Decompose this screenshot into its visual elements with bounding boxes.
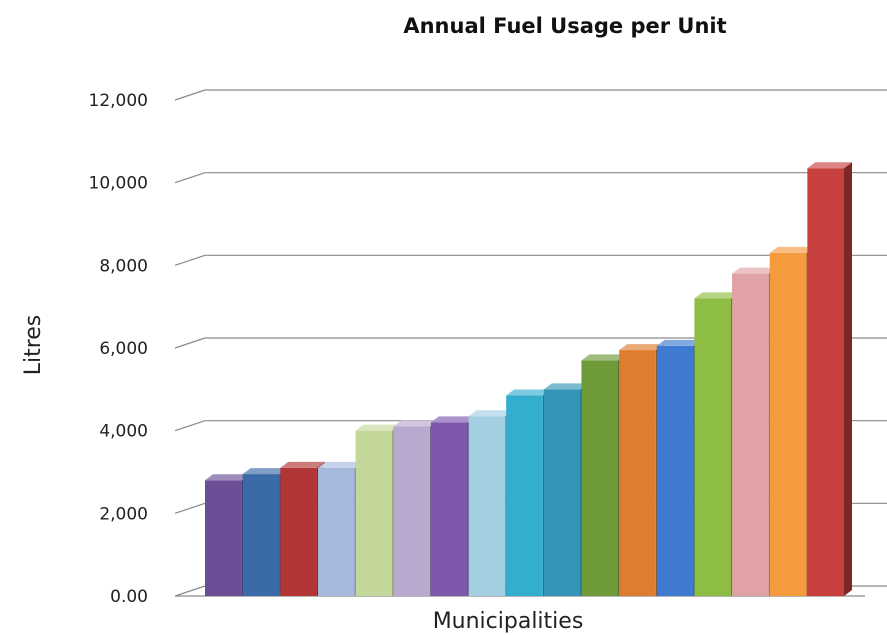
bar-top	[468, 410, 514, 417]
y-tick-label: 12,000	[89, 91, 148, 111]
bar-front	[393, 426, 430, 596]
bar-top	[280, 461, 325, 468]
bar-top	[694, 292, 740, 299]
bar-top	[619, 344, 664, 351]
bar-front	[506, 395, 543, 596]
y-tick-label: 0.00	[110, 587, 148, 607]
x-axis-label: Municipalities	[433, 609, 584, 634]
y-tick-label: 2,000	[99, 504, 148, 524]
bar-top	[242, 468, 288, 475]
y-tick-labels: 0.00 2,000 4,000 6,000 8,000 10,000 12,000	[89, 91, 148, 607]
bar-front	[769, 252, 807, 596]
bar-front	[581, 360, 619, 596]
bar-side	[844, 162, 852, 596]
bar-top	[506, 389, 551, 396]
y-tick-label: 6,000	[99, 339, 148, 359]
bar-top	[355, 424, 401, 431]
gridline-side	[174, 337, 206, 349]
bar-front	[732, 273, 769, 596]
bar-top	[317, 461, 363, 468]
bar-front	[543, 389, 581, 596]
gridline-side	[174, 172, 206, 184]
bar-front	[355, 430, 393, 596]
gridline-side	[174, 420, 206, 432]
gridline-side	[174, 585, 206, 597]
bar-top	[543, 383, 589, 390]
bar-top	[430, 416, 476, 423]
bars	[205, 162, 852, 596]
chart-title: Annual Fuel Usage per Unit	[403, 14, 726, 38]
y-tick-label: 8,000	[99, 256, 148, 276]
bar-front	[430, 422, 468, 596]
bar-top	[732, 267, 777, 274]
bar-front	[242, 474, 280, 596]
bar-front	[280, 467, 317, 596]
bar-front	[807, 168, 844, 596]
y-axis-label: Litres	[21, 315, 46, 376]
y-tick-label: 4,000	[99, 422, 148, 442]
bar-front	[317, 467, 355, 596]
bar-top	[807, 162, 852, 169]
bar-top	[393, 420, 438, 427]
bar-front	[656, 345, 694, 596]
bar-top	[581, 354, 627, 361]
bar-front	[619, 350, 656, 596]
bar	[807, 162, 852, 596]
bar-top	[656, 339, 702, 346]
bar-top	[769, 246, 815, 253]
gridline-side	[174, 502, 206, 514]
gridline-side	[174, 254, 206, 266]
bar-top	[205, 474, 250, 481]
bar-front	[205, 480, 242, 596]
bar-front	[694, 298, 732, 596]
gridline-side	[174, 89, 206, 101]
bar-front	[468, 416, 506, 596]
y-tick-label: 10,000	[89, 174, 148, 194]
